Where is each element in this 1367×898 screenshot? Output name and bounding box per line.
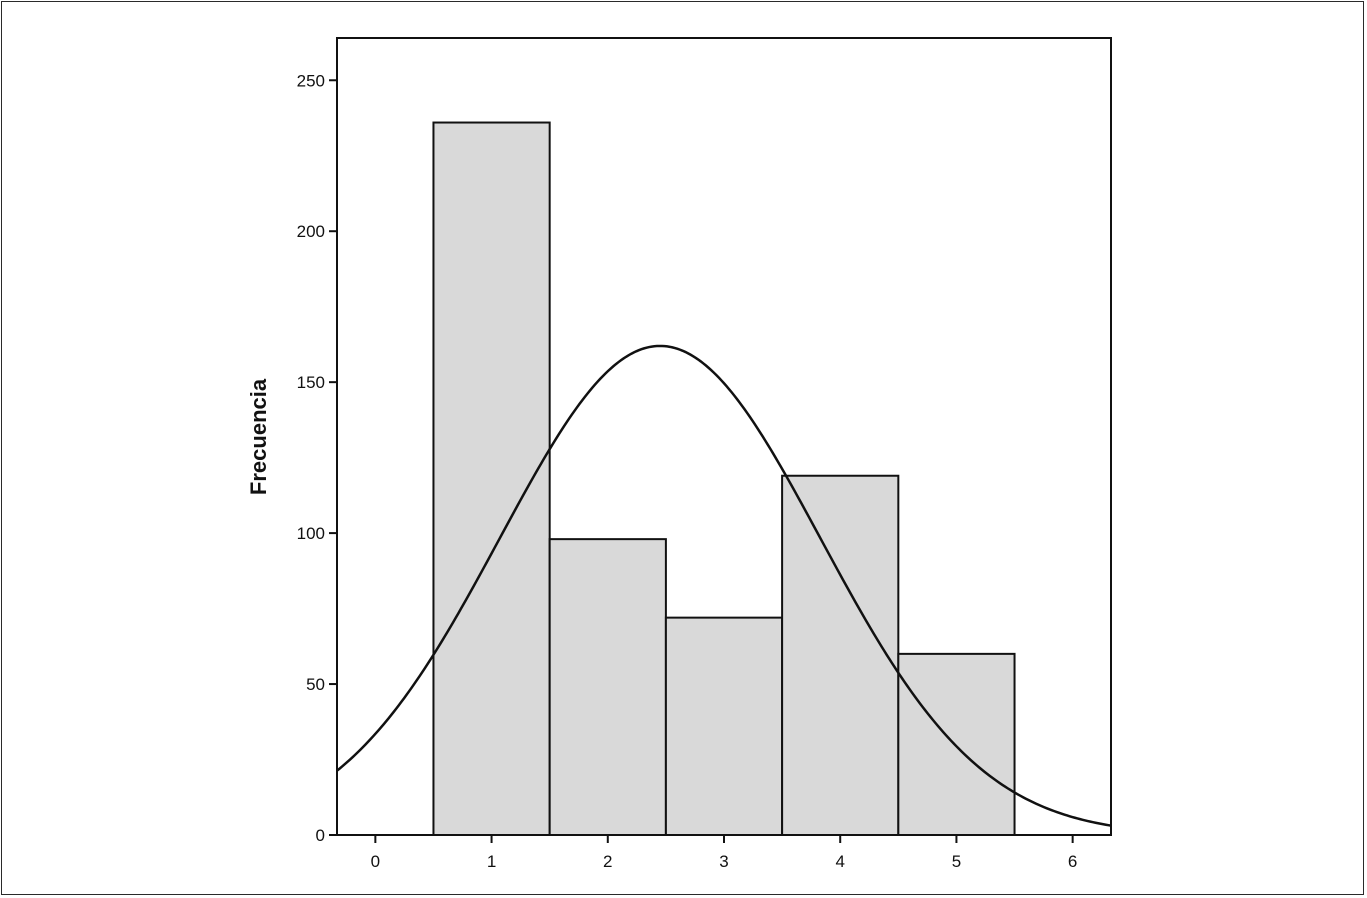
y-axis-tick-label-250: 250 xyxy=(297,71,325,90)
y-axis-tick-label-150: 150 xyxy=(297,373,325,392)
normal-distribution-curve xyxy=(337,344,1111,827)
x-axis-tick-label-1: 1 xyxy=(487,852,496,871)
y-axis-tick-label-200: 200 xyxy=(297,222,325,241)
histogram-bar-5 xyxy=(897,652,1016,837)
y-axis-tick-label-50: 50 xyxy=(306,675,325,694)
x-axis-tick-label-4: 4 xyxy=(835,852,844,871)
y-axis-title: Frecuencia xyxy=(246,378,271,495)
histogram-bar-2 xyxy=(548,538,667,836)
histogram-bar-3 xyxy=(664,616,784,836)
histogram-bar-4 xyxy=(781,474,900,836)
x-axis-tick-label-6: 6 xyxy=(1068,852,1077,871)
x-axis-tick-label-5: 5 xyxy=(952,852,961,871)
y-axis-tick-label-100: 100 xyxy=(297,524,325,543)
x-axis-tick-label-3: 3 xyxy=(719,852,728,871)
x-axis-tick-label-0: 0 xyxy=(371,852,380,871)
y-axis-tick-label-0: 0 xyxy=(316,826,325,845)
x-axis-tick-label-2: 2 xyxy=(603,852,612,871)
histogram-bar-1 xyxy=(432,121,551,837)
